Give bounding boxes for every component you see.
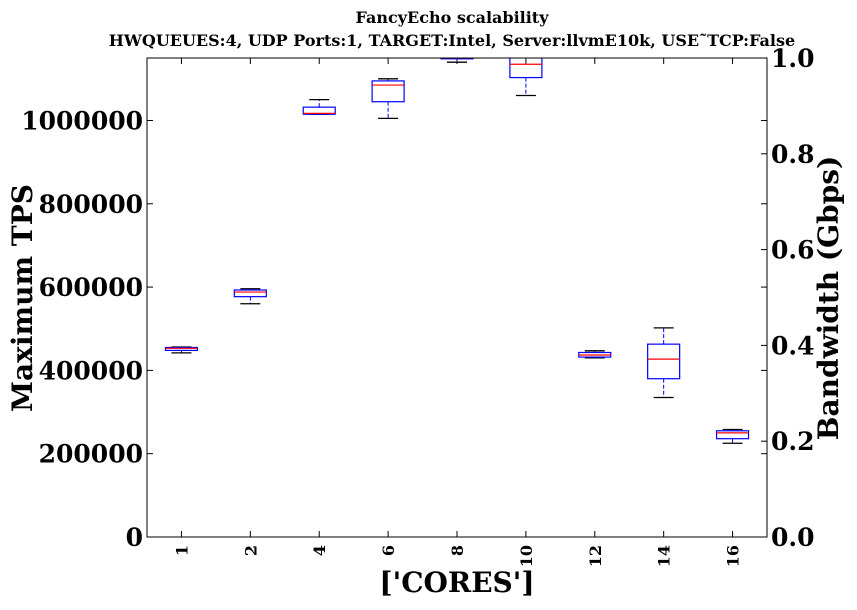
x-tick-label: 10 xyxy=(517,545,536,567)
x-tick-label: 4 xyxy=(310,545,329,556)
box-6 xyxy=(371,78,405,120)
box-body xyxy=(302,106,336,115)
box-10 xyxy=(509,58,543,97)
y-axis-tick-labels: 0 200000 400000 600000 800000 1000000 xyxy=(21,106,143,552)
y-tick-label: 200000 xyxy=(39,440,143,469)
x-tick-label: 14 xyxy=(655,545,674,567)
y-tick-label: 600000 xyxy=(39,273,143,302)
x-axis-tick-labels: 1 2 4 6 8 10 12 14 16 xyxy=(172,545,742,567)
x-tick-label: 16 xyxy=(724,545,743,567)
y-tick-label: 400000 xyxy=(39,356,143,385)
box-body xyxy=(371,80,405,103)
y-tick-label: 0 xyxy=(126,523,143,552)
box-body xyxy=(715,430,750,440)
x-tick-label: 6 xyxy=(379,545,398,556)
x-tick-label: 8 xyxy=(448,545,467,556)
box-4 xyxy=(302,99,336,115)
y-tick-label: 1000000 xyxy=(21,106,143,135)
y-tick-label: 800000 xyxy=(39,190,143,219)
box-series xyxy=(164,58,750,444)
y2-tick-label: 1.0 xyxy=(771,44,815,73)
plot-frame xyxy=(146,57,768,538)
axis-ticks xyxy=(147,57,767,538)
chart-title: FancyEcho scalability xyxy=(355,8,549,27)
y2-tick-label: 0.2 xyxy=(771,427,815,456)
box-body xyxy=(509,58,543,79)
y2-tick-label: 0.6 xyxy=(771,236,815,265)
x-tick-label: 2 xyxy=(241,545,260,556)
y2-axis-tick-labels: 0.0 0.2 0.4 0.6 0.8 1.0 xyxy=(771,44,815,552)
box-2 xyxy=(233,288,267,305)
x-tick-label: 12 xyxy=(586,545,605,567)
x-axis-label: ['CORES'] xyxy=(379,566,534,599)
y2-tick-label: 0.8 xyxy=(771,140,815,169)
box-body xyxy=(164,346,199,351)
y2-tick-label: 0.0 xyxy=(771,523,815,552)
box-body xyxy=(647,343,681,380)
box-14 xyxy=(647,327,681,399)
chart-subtitle: HWQUEUES:4, UDP Ports:1, TARGET:Intel, S… xyxy=(109,31,795,50)
box-body xyxy=(233,289,267,298)
box-16 xyxy=(715,428,750,444)
x-tick-label: 1 xyxy=(172,545,191,556)
y2-axis-label: Bandwidth (Gbps) xyxy=(812,156,845,440)
box-1 xyxy=(164,346,199,354)
y-axis-label: Maximum TPS xyxy=(6,184,39,412)
box-12 xyxy=(578,350,612,359)
y2-tick-label: 0.4 xyxy=(771,331,815,360)
